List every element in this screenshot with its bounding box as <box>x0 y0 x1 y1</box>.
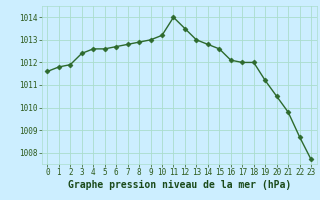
X-axis label: Graphe pression niveau de la mer (hPa): Graphe pression niveau de la mer (hPa) <box>68 180 291 190</box>
